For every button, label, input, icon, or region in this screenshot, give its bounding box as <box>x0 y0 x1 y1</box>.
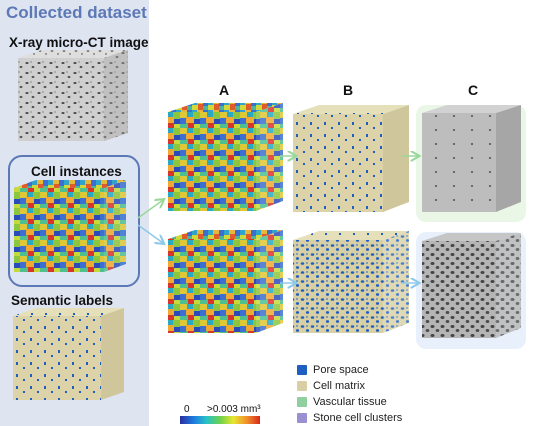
legend-label: Cell matrix <box>313 380 365 392</box>
xray-cube <box>18 50 128 141</box>
arrow-to-a-top <box>137 200 163 219</box>
column-b-label: B <box>343 82 354 98</box>
column-a-label: A <box>219 82 230 98</box>
panel-title: Collected dataset <box>6 3 147 22</box>
legend-swatch <box>297 397 307 407</box>
legend-swatch <box>297 413 307 423</box>
colorbar-max-label: >0.003 mm³ <box>207 404 261 415</box>
legend: Pore space Cell matrix Vascular tissue S… <box>297 362 402 426</box>
cube-a-bottom <box>168 230 283 333</box>
cube-b-top <box>293 105 409 212</box>
legend-item-stone: Stone cell clusters <box>297 410 402 426</box>
legend-item-matrix: Cell matrix <box>297 378 402 394</box>
legend-label: Pore space <box>313 364 369 376</box>
cube-c-top <box>422 105 521 212</box>
legend-item-vascular: Vascular tissue <box>297 394 402 410</box>
column-c-label: C <box>468 82 479 98</box>
colorbar-min-label: 0 <box>184 404 190 415</box>
arrow-to-a-bottom <box>137 224 163 243</box>
legend-swatch <box>297 365 307 375</box>
cell-instances-label: Cell instances <box>31 164 122 179</box>
semantic-labels-cube <box>13 308 124 400</box>
cube-c-bottom <box>422 233 521 338</box>
cell-instances-cube <box>14 180 126 272</box>
legend-item-pore: Pore space <box>297 362 402 378</box>
volume-colorbar <box>180 416 260 424</box>
legend-label: Stone cell clusters <box>313 412 403 424</box>
legend-swatch <box>297 381 307 391</box>
semantic-label: Semantic labels <box>11 293 114 308</box>
cube-b-bottom <box>293 231 409 333</box>
legend-label: Vascular tissue <box>313 396 387 408</box>
cube-a-top <box>168 103 283 211</box>
xray-label: X-ray micro-CT image <box>9 35 149 50</box>
